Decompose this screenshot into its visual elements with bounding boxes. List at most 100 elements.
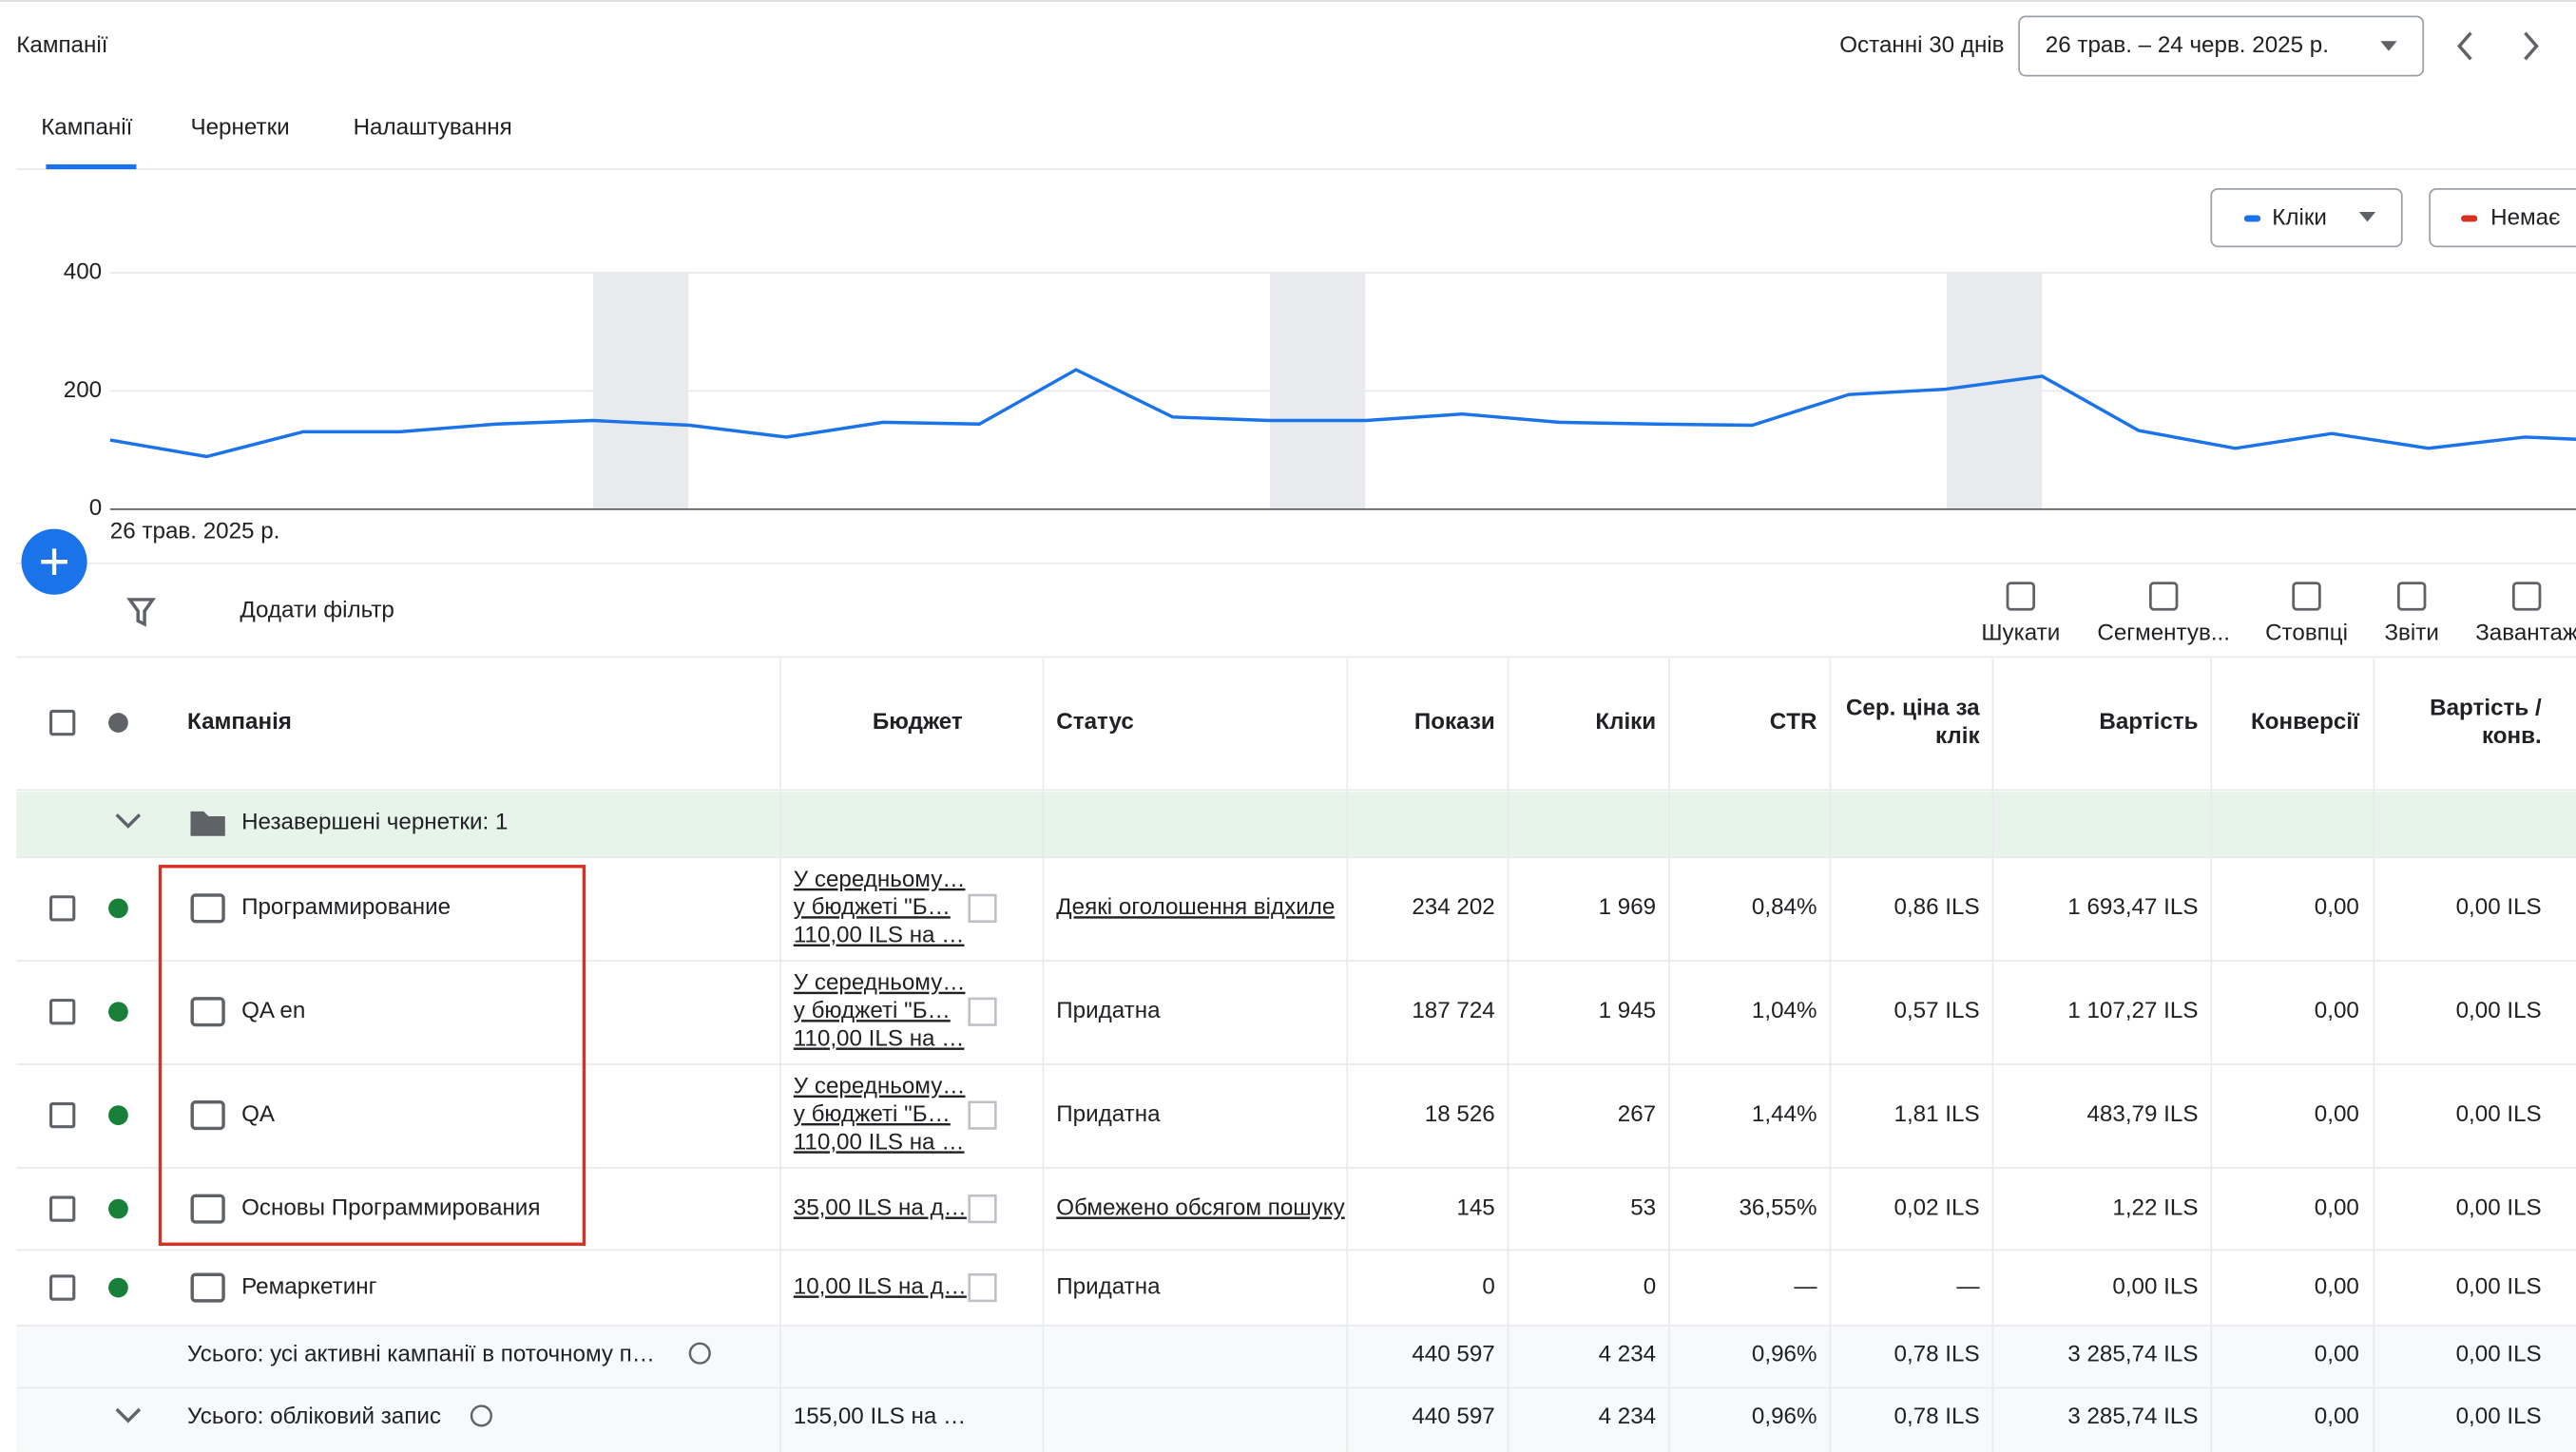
image-icon — [968, 893, 997, 923]
nav-arrows[interactable] — [2456, 31, 2539, 61]
tool-label[interactable]: Завантаж — [2475, 621, 2576, 646]
cell: 0,96% — [1752, 1341, 1817, 1366]
cell: 0,00 ILS — [2456, 998, 2542, 1023]
cell: 0,96% — [1752, 1404, 1817, 1429]
cell: 0,00 — [2315, 998, 2359, 1023]
tab[interactable]: Чернетки — [190, 114, 289, 140]
column-header: Конверсії — [2251, 709, 2360, 735]
column-header: Бюджет — [873, 709, 963, 735]
cell: 187 724 — [1412, 998, 1494, 1023]
x-axis-label: 26 трав. 2025 р. — [110, 518, 280, 544]
table: Кампанія Бюджет Статус Покази Кліки CTR Сер. ц… — [16, 659, 2576, 1452]
status-dot — [108, 1002, 128, 1022]
cell: 483,79 ILS — [2086, 1101, 2198, 1127]
checkbox[interactable] — [49, 709, 76, 736]
cell: 0,00 — [2315, 1195, 2359, 1221]
status-text: Деякі оголошення відхиле — [1056, 894, 1335, 920]
cell: 4 234 — [1599, 1341, 1657, 1366]
cell: — — [1794, 1273, 1817, 1299]
cell: 0,00 ILS — [2456, 1404, 2542, 1429]
cell: 0,78 ILS — [1894, 1404, 1980, 1429]
cell: 1 693,47 ILS — [2067, 894, 2198, 920]
cell: — — [1956, 1273, 1980, 1299]
filter-label[interactable]: Додати фільтр — [240, 597, 394, 622]
date-picker[interactable] — [2018, 15, 2425, 77]
filter-icon[interactable] — [126, 598, 157, 627]
checkbox[interactable] — [49, 895, 76, 922]
campaign-name[interactable]: Ремаркетинг — [241, 1273, 377, 1299]
cell: 440 597 — [1412, 1404, 1494, 1429]
cell: 0,00 — [2315, 1273, 2359, 1299]
total-budget: 155,00 ILS на … — [794, 1404, 966, 1429]
status-text: Придатна — [1056, 1101, 1161, 1127]
cell: 3 285,74 ILS — [2067, 1404, 2198, 1429]
column-header: Вартість — [2099, 709, 2198, 735]
cell: 53 — [1630, 1195, 1656, 1221]
budget-text: 110,00 ILS на … — [794, 1129, 965, 1155]
checkbox[interactable] — [49, 1101, 76, 1129]
cell: 0,00 — [2315, 1101, 2359, 1127]
cell: 0,00 ILS — [2456, 1195, 2542, 1221]
expand-icon[interactable] — [115, 813, 142, 829]
status-dot — [108, 1198, 128, 1219]
status-dot — [108, 1277, 128, 1298]
tool-icon — [2292, 582, 2321, 611]
campaign-name[interactable]: QA en — [241, 998, 305, 1023]
tab[interactable]: Кампанії — [41, 114, 132, 140]
cell: 1,81 ILS — [1894, 1101, 1980, 1127]
expand-icon[interactable] — [115, 1407, 142, 1423]
cell: 145 — [1456, 1195, 1494, 1221]
checkbox[interactable] — [49, 999, 76, 1025]
image-icon — [968, 1100, 997, 1130]
column-header: Кліки — [1595, 709, 1656, 735]
cell: 0,00 — [2315, 1404, 2359, 1429]
metric-button[interactable] — [2429, 187, 2576, 248]
status-text: Придатна — [1056, 998, 1161, 1023]
status-text: Обмежено обсягом пошуку — [1056, 1195, 1345, 1221]
cell: 0,86 ILS — [1894, 894, 1980, 920]
budget-text: У середньому… — [794, 970, 966, 996]
column-header: Статус — [1056, 709, 1134, 735]
budget-text: У середньому… — [794, 1074, 966, 1099]
y-tick-label: 200 — [64, 377, 102, 403]
cell: 0,84% — [1752, 894, 1817, 920]
tool-label[interactable]: Стовпці — [2265, 621, 2348, 646]
drafts-label: Незавершені чернетки: 1 — [241, 809, 508, 834]
campaign-icon — [190, 997, 225, 1027]
checkbox[interactable] — [49, 1274, 76, 1301]
campaign-name[interactable]: Программирование — [241, 894, 451, 920]
y-tick-label: 400 — [64, 258, 102, 284]
budget-text: 10,00 ILS на д… — [794, 1273, 967, 1299]
tab-indicator — [46, 163, 137, 170]
campaign-name[interactable]: QA — [241, 1101, 276, 1127]
metric-label: Немає — [2490, 204, 2560, 230]
cell: 1,22 ILS — [2112, 1195, 2198, 1221]
tool-label[interactable]: Звіти — [2384, 621, 2438, 646]
metric-button[interactable] — [2210, 187, 2403, 248]
cell: 0,00 ILS — [2456, 1273, 2542, 1299]
cell: 0,00 ILS — [2456, 1341, 2542, 1366]
status-dot — [108, 898, 128, 919]
checkbox[interactable] — [49, 1195, 76, 1222]
cell: 1,04% — [1752, 998, 1817, 1023]
date-label: Останні 30 днів — [1839, 32, 2004, 58]
cell: 0,00 — [2315, 1341, 2359, 1366]
budget-text: у бюджеті "Б… — [794, 1101, 951, 1127]
campaign-icon — [190, 1194, 225, 1224]
date-range: 26 трав. – 24 черв. 2025 р. — [2046, 32, 2329, 58]
campaign-name[interactable]: Основы Программирования — [241, 1195, 540, 1221]
status-header-dot — [108, 713, 128, 733]
tool-label[interactable]: Шукати — [1981, 621, 2060, 646]
help-icon — [470, 1404, 492, 1427]
cell: 0,00 ILS — [2456, 894, 2542, 920]
campaign-icon — [190, 1100, 225, 1131]
tool-label[interactable]: Сегментув... — [2097, 621, 2230, 646]
dropdown-arrow — [2358, 212, 2376, 222]
image-icon — [968, 1194, 997, 1224]
cell: 18 526 — [1425, 1101, 1495, 1127]
tab[interactable]: Налаштування — [354, 114, 512, 140]
column-header: CTR — [1770, 709, 1817, 735]
cell: 0,00 ILS — [2112, 1273, 2198, 1299]
